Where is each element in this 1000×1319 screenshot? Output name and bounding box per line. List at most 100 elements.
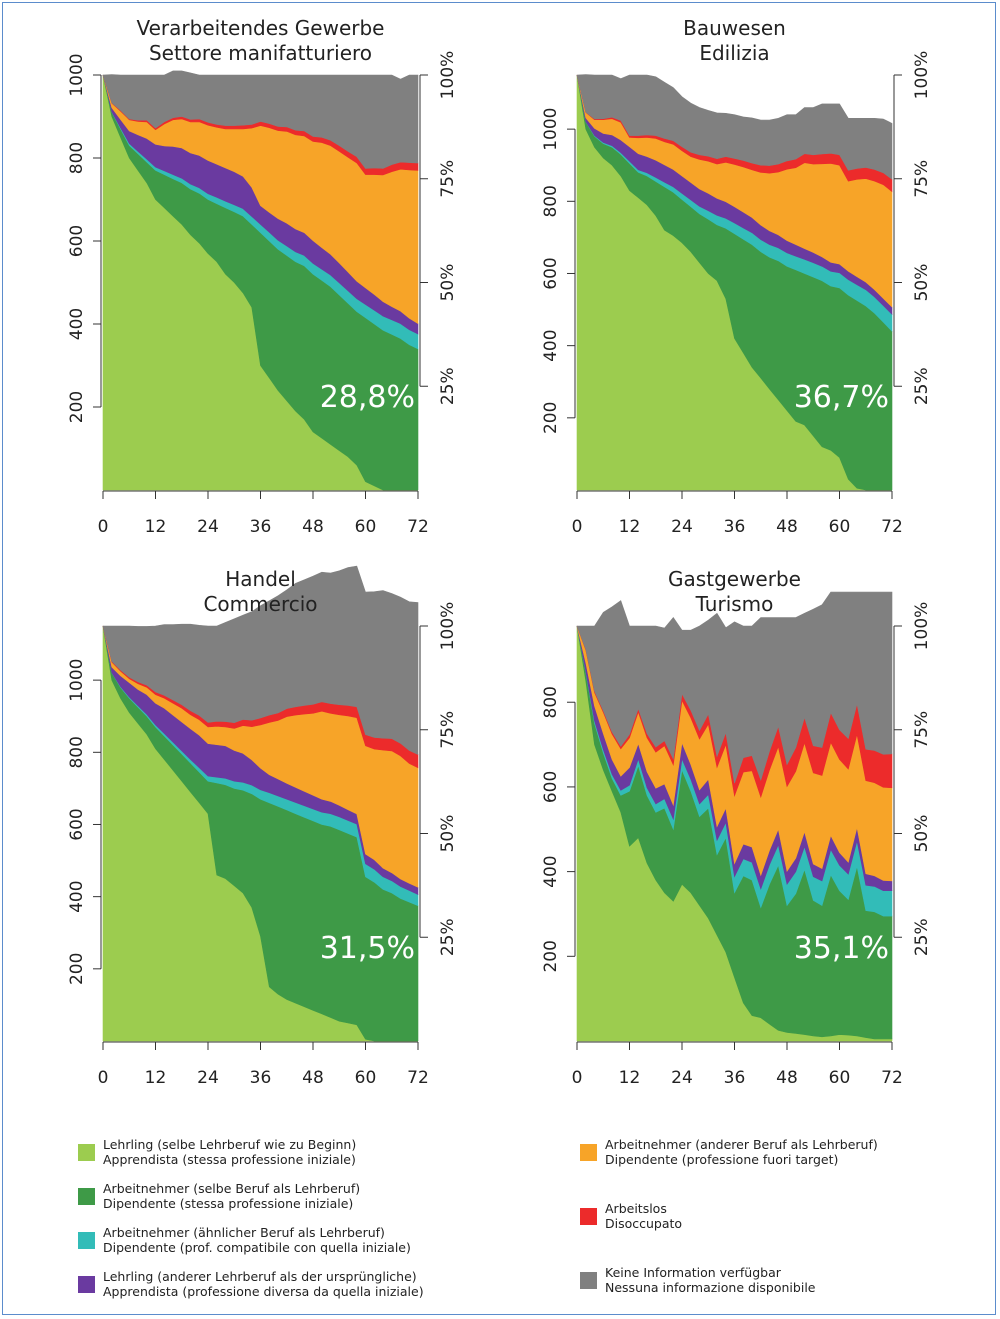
legend-label-it: Disoccupato (605, 1216, 683, 1231)
legend-swatch (580, 1272, 597, 1289)
y-tick-label-left: 400 (67, 880, 87, 912)
legend-item-employee-other: Arbeitnehmer (anderer Beruf als Lehrberu… (580, 1137, 878, 1167)
legend-label-it: Apprendista (stessa professione iniziale… (103, 1152, 356, 1167)
legend-swatch (580, 1144, 597, 1161)
x-tick-label: 72 (407, 1068, 429, 1088)
y-tick-label-left: 1000 (541, 107, 561, 150)
y-tick-label-left: 400 (541, 329, 561, 361)
x-tick-label: 36 (724, 517, 746, 537)
y-tick-label-right: 50% (438, 264, 458, 302)
y-tick-label-right: 100% (912, 602, 932, 651)
y-tick-label-left: 1000 (67, 53, 87, 96)
y-tick-label-left: 200 (541, 940, 561, 972)
x-tick-label: 36 (724, 1068, 746, 1088)
y-tick-label-left: 400 (67, 308, 87, 340)
share-annotation: 36,7% (794, 380, 889, 415)
legend-swatch (78, 1144, 95, 1161)
legend-label-de: Lehrling (selbe Lehrberuf wie zu Beginn) (103, 1137, 357, 1152)
x-tick-label: 72 (881, 517, 903, 537)
y-tick-label-left: 800 (541, 686, 561, 718)
legend-swatch (78, 1232, 95, 1249)
y-tick-label-right: 75% (438, 711, 458, 749)
chart-title-de: Bauwesen (683, 16, 786, 40)
y-tick-label-right: 50% (912, 264, 932, 302)
x-tick-label: 24 (671, 517, 693, 537)
x-tick-label: 36 (250, 1068, 272, 1088)
chart-title-it: Settore manifatturiero (149, 41, 372, 65)
y-tick-label-left: 400 (541, 855, 561, 887)
y-tick-label-left: 600 (541, 257, 561, 289)
y-tick-label-left: 800 (67, 736, 87, 768)
x-tick-label: 36 (250, 517, 272, 537)
y-tick-label-left: 800 (67, 142, 87, 174)
y-tick-label-left: 1000 (67, 658, 87, 701)
y-tick-label-right: 50% (438, 815, 458, 853)
x-tick-label: 24 (197, 517, 219, 537)
x-tick-label: 12 (619, 1068, 641, 1088)
y-tick-label-right: 75% (912, 711, 932, 749)
y-tick-label-right: 100% (438, 51, 458, 100)
legend-label-it: Dipendente (professione fuori target) (605, 1152, 839, 1167)
legend-item-employee-similar: Arbeitnehmer (ähnlicher Beruf als Lehrbe… (78, 1225, 411, 1255)
legend-label-de: Lehrling (anderer Lehrberuf als der ursp… (103, 1269, 417, 1284)
legend-label-de: Arbeitslos (605, 1201, 667, 1216)
legend-swatch (78, 1188, 95, 1205)
legend-item-apprentice-other: Lehrling (anderer Lehrberuf als der ursp… (78, 1269, 424, 1299)
share-annotation: 28,8% (320, 380, 415, 415)
legend-item-apprentice-same: Lehrling (selbe Lehrberuf wie zu Beginn)… (78, 1137, 356, 1167)
x-tick-label: 24 (671, 1068, 693, 1088)
y-tick-label-left: 200 (67, 953, 87, 985)
share-annotation: 35,1% (794, 931, 889, 966)
legend-item-unemployed: Arbeitslos Disoccupato (580, 1201, 682, 1231)
x-tick-label: 48 (776, 517, 798, 537)
chart-title-de: Verarbeitendes Gewerbe (137, 16, 385, 40)
x-tick-label: 60 (829, 1068, 851, 1088)
legend-label-it: Dipendente (prof. compatibile con quella… (103, 1240, 411, 1255)
y-tick-label-left: 800 (541, 185, 561, 217)
legend-label-de: Arbeitnehmer (selbe Beruf als Lehrberuf) (103, 1181, 361, 1196)
legend-item-no-information: Keine Information verfügbar Nessuna info… (580, 1265, 815, 1295)
chart-title-de: Gastgewerbe (668, 567, 801, 591)
y-tick-label-left: 600 (67, 225, 87, 257)
legend-label-de: Arbeitnehmer (ähnlicher Beruf als Lehrbe… (103, 1225, 385, 1240)
x-tick-label: 0 (98, 1068, 109, 1088)
x-tick-label: 24 (197, 1068, 219, 1088)
x-tick-label: 12 (145, 517, 167, 537)
x-tick-label: 0 (98, 517, 109, 537)
series-area-no-information (576, 74, 893, 180)
legend-item-employee-same: Arbeitnehmer (selbe Beruf als Lehrberuf)… (78, 1181, 360, 1211)
legend-label-de: Arbeitnehmer (anderer Beruf als Lehrberu… (605, 1137, 878, 1152)
series-area-no-information (576, 591, 893, 784)
y-tick-label-left: 600 (541, 771, 561, 803)
y-tick-label-right: 75% (438, 160, 458, 198)
x-tick-label: 12 (145, 1068, 167, 1088)
legend-swatch (580, 1208, 597, 1225)
share-annotation: 31,5% (320, 931, 415, 966)
y-tick-label-left: 200 (541, 402, 561, 434)
y-tick-label-left: 200 (67, 391, 87, 423)
x-tick-label: 48 (776, 1068, 798, 1088)
y-tick-label-right: 25% (438, 367, 458, 405)
legend-label-it: Nessuna informazione disponibile (605, 1280, 816, 1295)
x-tick-label: 60 (355, 517, 377, 537)
chart-title-it: Commercio (203, 592, 317, 616)
y-tick-label-right: 100% (438, 602, 458, 651)
chart-title-de: Handel (225, 567, 296, 591)
x-tick-label: 48 (302, 517, 324, 537)
legend-label-de: Keine Information verfügbar (605, 1265, 781, 1280)
y-tick-label-left: 600 (67, 808, 87, 840)
x-tick-label: 60 (355, 1068, 377, 1088)
x-tick-label: 72 (881, 1068, 903, 1088)
legend-label-it: Apprendista (professione diversa da quel… (103, 1284, 424, 1299)
y-tick-label-right: 75% (912, 160, 932, 198)
x-tick-label: 0 (572, 1068, 583, 1088)
y-tick-label-right: 25% (438, 918, 458, 956)
y-tick-label-right: 50% (912, 815, 932, 853)
chart-title-it: Edilizia (699, 41, 769, 65)
x-tick-label: 72 (407, 517, 429, 537)
y-tick-label-right: 25% (912, 367, 932, 405)
